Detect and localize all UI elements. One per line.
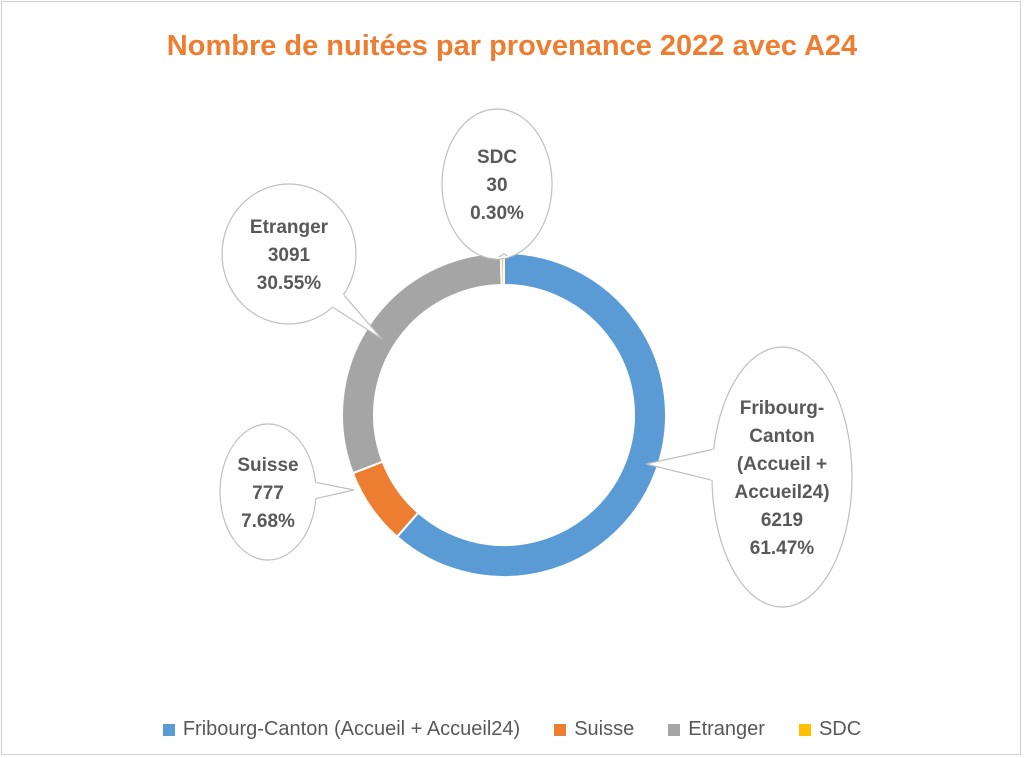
callout-percent: 0.30% — [470, 203, 524, 224]
callout-value: 777 — [252, 483, 284, 504]
callout-seam — [710, 449, 716, 481]
legend-item: Suisse — [554, 718, 634, 741]
callouts-group: Fribourg- Canton (Accueil + Accueil24) 6219 6… — [219, 108, 853, 608]
callout-value: 3091 — [268, 245, 311, 266]
callout-suisse: Suisse 777 7.68% — [219, 423, 355, 561]
callout-seam — [314, 482, 317, 499]
slice-fribourg-canton — [395, 251, 668, 578]
callout-bubble — [711, 346, 853, 608]
legend-item: SDC — [798, 718, 862, 741]
legend-item: Etranger — [668, 718, 765, 741]
callout-label: SDC — [477, 147, 517, 168]
callout-label: Fribourg- — [740, 398, 824, 419]
callout-seam — [331, 293, 345, 308]
callout-label: Canton — [749, 426, 814, 447]
callout-seam — [495, 255, 509, 259]
callout-percent: 30.55% — [257, 273, 322, 294]
legend-swatch — [162, 723, 175, 736]
callout-label: (Accueil + — [737, 454, 827, 475]
callout-label: Accueil24) — [734, 482, 829, 503]
callout-bubble — [221, 183, 357, 325]
callout-percent: 7.68% — [241, 511, 295, 532]
callout-pointer — [645, 448, 714, 481]
callout-pointer — [315, 481, 355, 500]
legend-swatch — [668, 723, 681, 736]
callout-etranger: Etranger 3091 30.55% — [221, 183, 383, 340]
legend: Fribourg-Canton (Accueil + Accueil24) Sui… — [2, 718, 1022, 741]
callout-percent: 61.47% — [750, 538, 815, 559]
legend-label: Etranger — [688, 718, 765, 740]
chart-title: Nombre de nuitées par provenance 2022 av… — [166, 30, 858, 62]
callout-label: Suisse — [237, 455, 298, 476]
callout-pointer — [332, 294, 383, 340]
callout-value: 6219 — [761, 510, 803, 531]
legend-swatch — [798, 723, 811, 736]
legend-swatch — [554, 723, 567, 736]
slices-group — [341, 251, 668, 578]
callout-value: 30 — [486, 175, 507, 196]
slice-etranger — [341, 252, 503, 475]
callout-sdc: SDC 30 0.30% — [441, 108, 553, 260]
callout-label: Etranger — [250, 217, 329, 238]
callout-fribourg-canton: Fribourg- Canton (Accueil + Accueil24) 6219 6… — [645, 346, 853, 608]
legend-label: SDC — [818, 718, 862, 740]
legend-item: Fribourg-Canton (Accueil + Accueil24) — [162, 718, 521, 741]
legend-label: Suisse — [574, 718, 635, 740]
legend-label: Fribourg-Canton (Accueil + Accueil24) — [182, 718, 521, 740]
